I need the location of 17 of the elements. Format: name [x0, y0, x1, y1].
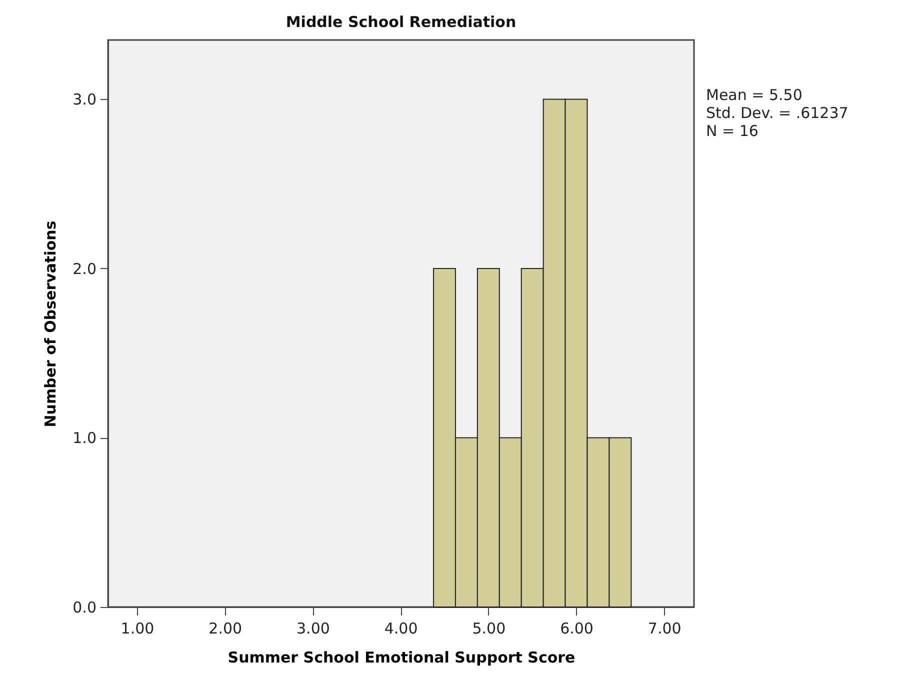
x-tick-label: 7.00 [648, 620, 682, 638]
chart-title: Middle School Remediation [286, 13, 516, 31]
text: N = 16 [706, 122, 758, 140]
y-tick-label: 0.0 [72, 598, 96, 616]
text: Mean = 5.50 [706, 86, 802, 104]
x-tick-label: 3.00 [296, 620, 330, 638]
x-tick-label: 1.00 [120, 620, 154, 638]
y-tick-label: 2.0 [72, 260, 96, 278]
y-axis-title: Number of Observations [42, 220, 60, 428]
x-tick-label: 4.00 [384, 620, 418, 638]
x-axis-title: Summer School Emotional Support Score [228, 648, 576, 666]
x-tick-label: 2.00 [208, 620, 242, 638]
text: Std. Dev. = .61237 [706, 104, 848, 122]
y-tick-label: 1.0 [72, 429, 96, 448]
y-tick-label: 3.0 [72, 90, 96, 109]
x-tick-label: 5.00 [472, 620, 506, 638]
x-tick-label: 6.00 [560, 620, 594, 638]
